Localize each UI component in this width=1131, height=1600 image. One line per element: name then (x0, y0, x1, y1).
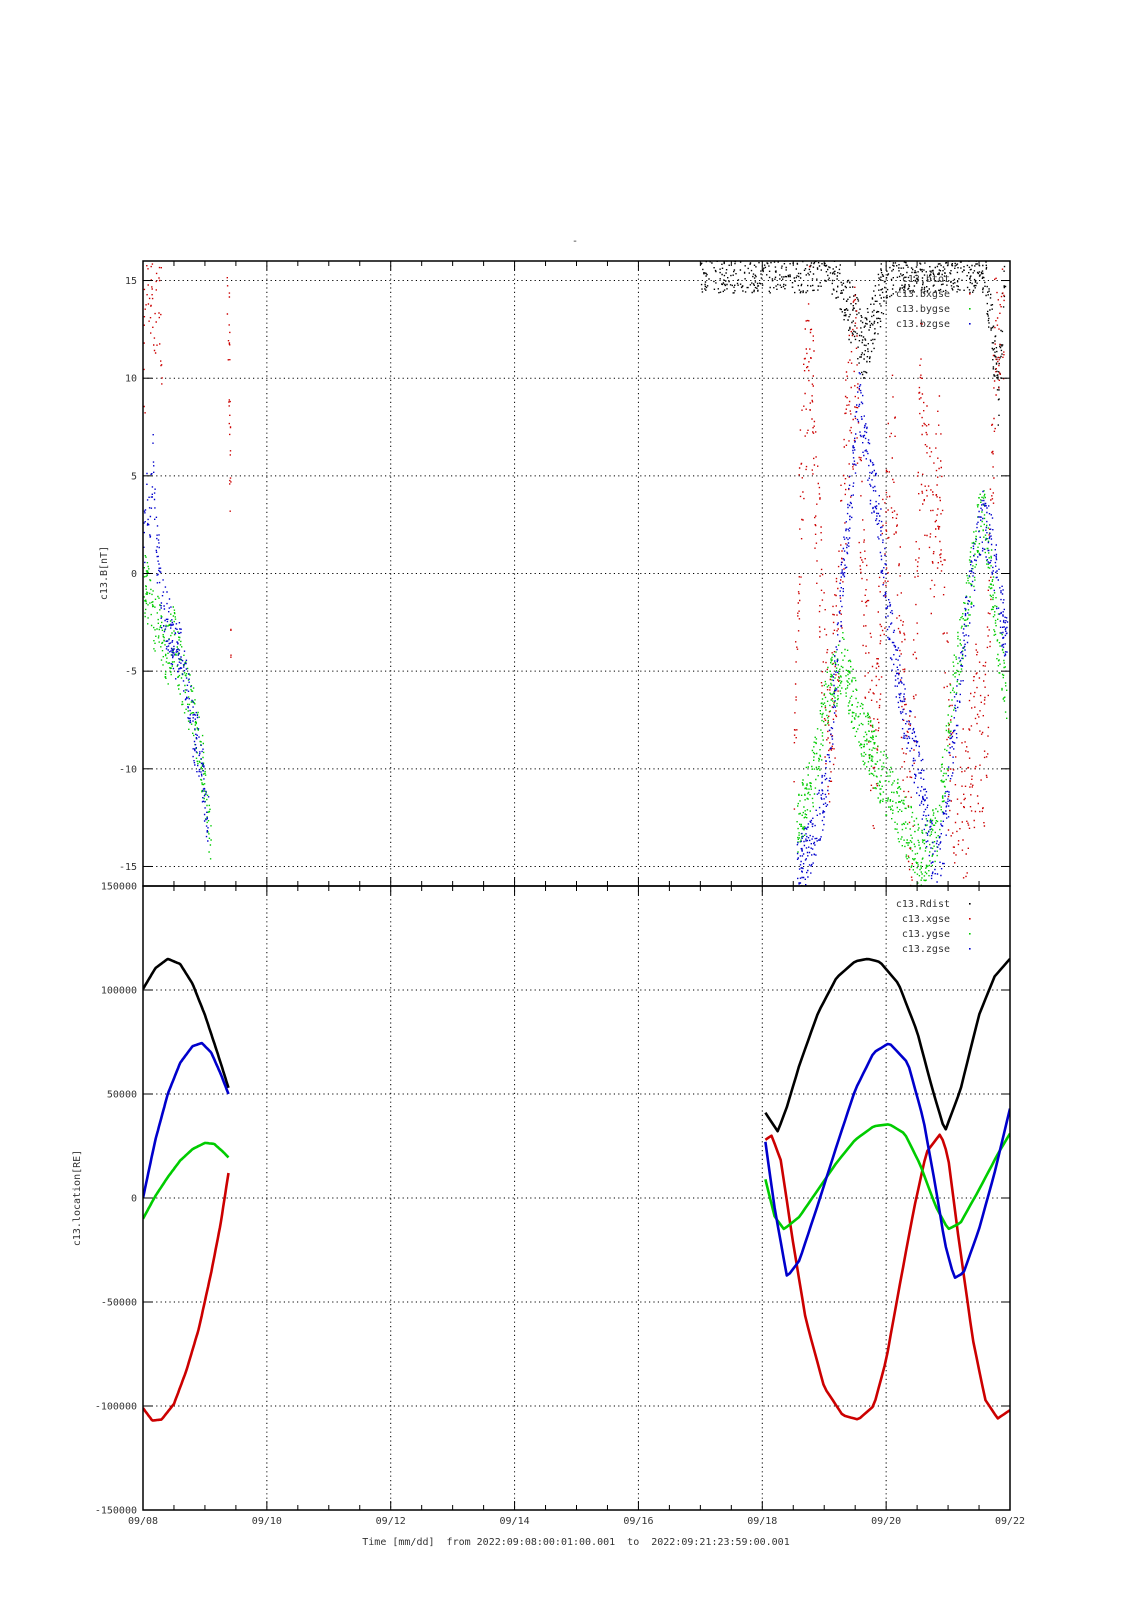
top-legend-label-c13.bygse: c13.bygse (896, 304, 950, 315)
top-legend-marker-c13.bzgse (969, 323, 971, 325)
bottom-series-c13.xgse (143, 1133, 1010, 1422)
bottom-line-c13.ygse-1 (764, 1123, 1010, 1231)
top-legend-label-c13.btot: c13.btot (902, 274, 950, 285)
bottom-y-tick-label: 0 (131, 1194, 137, 1205)
top-y-tick-label: 5 (131, 471, 137, 482)
top-legend-label-c13.bxgse: c13.bxgse (896, 289, 950, 300)
top-points-c13.bxgse-0 (143, 263, 163, 414)
top-y-tick-label: 0 (131, 569, 137, 580)
x-tick-label: 09/22 (995, 1516, 1025, 1527)
bottom-line-c13.zgse-0 (143, 1041, 230, 1199)
bottom-series-c13.zgse (143, 1041, 1010, 1279)
bottom-legend-marker-c13.xgse (969, 918, 971, 920)
bottom-y-tick-label: -50000 (101, 1298, 137, 1309)
top-points-c13.bygse-1 (796, 490, 1008, 886)
bottom-series-c13.ygse (143, 1123, 1010, 1231)
top-legend: c13.btot c13.bxgse c13.bygse c13.bzgse (896, 274, 971, 330)
bottom-legend-marker-c13.Rdist (969, 903, 971, 905)
top-legend-label-c13.bzgse: c13.bzgse (896, 319, 950, 330)
top-y-tick-label: 15 (125, 276, 137, 287)
bottom-plot-frame (142, 885, 1011, 1511)
top-plot-frame (142, 260, 1011, 887)
x-tick-label: 09/10 (252, 1516, 282, 1527)
bottom-y-tick-label: -150000 (95, 1506, 137, 1517)
top-y-axis-label: c13.B[nT] (99, 546, 110, 600)
top-y-tick-label: 10 (125, 374, 137, 385)
top-y-tick-label: -15 (119, 862, 137, 873)
bottom-y-axis-label: c13.location[RE] (72, 1150, 83, 1246)
bottom-legend-label-c13.xgse: c13.xgse (902, 914, 950, 925)
bottom-axes: 150000100000500000-50000-100000-15000009… (95, 882, 1025, 1528)
x-tick-label: 09/12 (376, 1516, 406, 1527)
top-points-c13.btot-0 (700, 261, 1007, 426)
bottom-y-tick-label: 50000 (107, 1090, 137, 1101)
top-y-tick-label: -10 (119, 764, 137, 775)
magnetic-field-panel: 15 10 5 0 -5 -10 -15 c13.B[nT] c13.btot c13.bxg… (99, 260, 1011, 887)
x-tick-label: 09/16 (623, 1516, 653, 1527)
bottom-line-c13.Rdist-1 (764, 957, 1010, 1133)
top-axes: 15 10 5 0 -5 -10 -15 (119, 261, 1011, 886)
bottom-grid (143, 886, 1010, 1510)
location-panel: 150000100000500000-50000-100000-15000009… (72, 882, 1025, 1528)
x-tick-label: 09/14 (500, 1516, 530, 1527)
bottom-line-c13.xgse-1 (764, 1133, 1010, 1421)
x-tick-label: 09/20 (871, 1516, 901, 1527)
bottom-y-tick-label: 150000 (101, 882, 137, 893)
bottom-line-c13.ygse-0 (143, 1141, 230, 1220)
title-mark: - (572, 236, 578, 247)
top-legend-marker-c13.btot (969, 278, 971, 280)
bottom-y-tick-label: 100000 (101, 986, 137, 997)
bottom-line-c13.zgse-1 (764, 1042, 1010, 1279)
top-legend-marker-c13.bygse (969, 308, 971, 310)
top-points-c13.bxgse-1 (226, 277, 232, 658)
x-tick-label: 09/18 (747, 1516, 777, 1527)
bottom-data-lines (143, 957, 1010, 1422)
bottom-line-c13.xgse-0 (143, 1172, 230, 1422)
top-grid (143, 261, 1010, 886)
bottom-legend-label-c13.zgse: c13.zgse (902, 944, 950, 955)
x-tick-label: 09/08 (128, 1516, 158, 1527)
top-points-c13.bygse-0 (143, 555, 212, 860)
bottom-y-tick-label: -100000 (95, 1402, 137, 1413)
bottom-legend-marker-c13.ygse (969, 933, 971, 935)
bottom-legend-marker-c13.zgse (969, 948, 971, 950)
bottom-legend-label-c13.ygse: c13.ygse (902, 929, 950, 940)
top-y-tick-label: -5 (125, 667, 137, 678)
top-legend-marker-c13.bxgse (969, 293, 971, 295)
top-series-c13.bxgse (143, 263, 1005, 886)
top-series-c13.bygse (143, 490, 1008, 886)
top-series-c13.bzgse (143, 372, 1009, 886)
bottom-legend-label-c13.Rdist: c13.Rdist (896, 899, 950, 910)
top-data-points (143, 261, 1009, 886)
bottom-series-c13.Rdist (143, 957, 1010, 1133)
top-series-c13.btot (700, 261, 1007, 426)
x-axis-label: Time [mm/dd] from 2022:09:08:00:01:00.00… (362, 1537, 789, 1548)
bottom-line-c13.Rdist-0 (143, 957, 230, 1089)
top-points-c13.bzgse-0 (143, 434, 210, 842)
bottom-legend: c13.Rdist c13.xgse c13.ygse c13.zgse (896, 899, 971, 955)
